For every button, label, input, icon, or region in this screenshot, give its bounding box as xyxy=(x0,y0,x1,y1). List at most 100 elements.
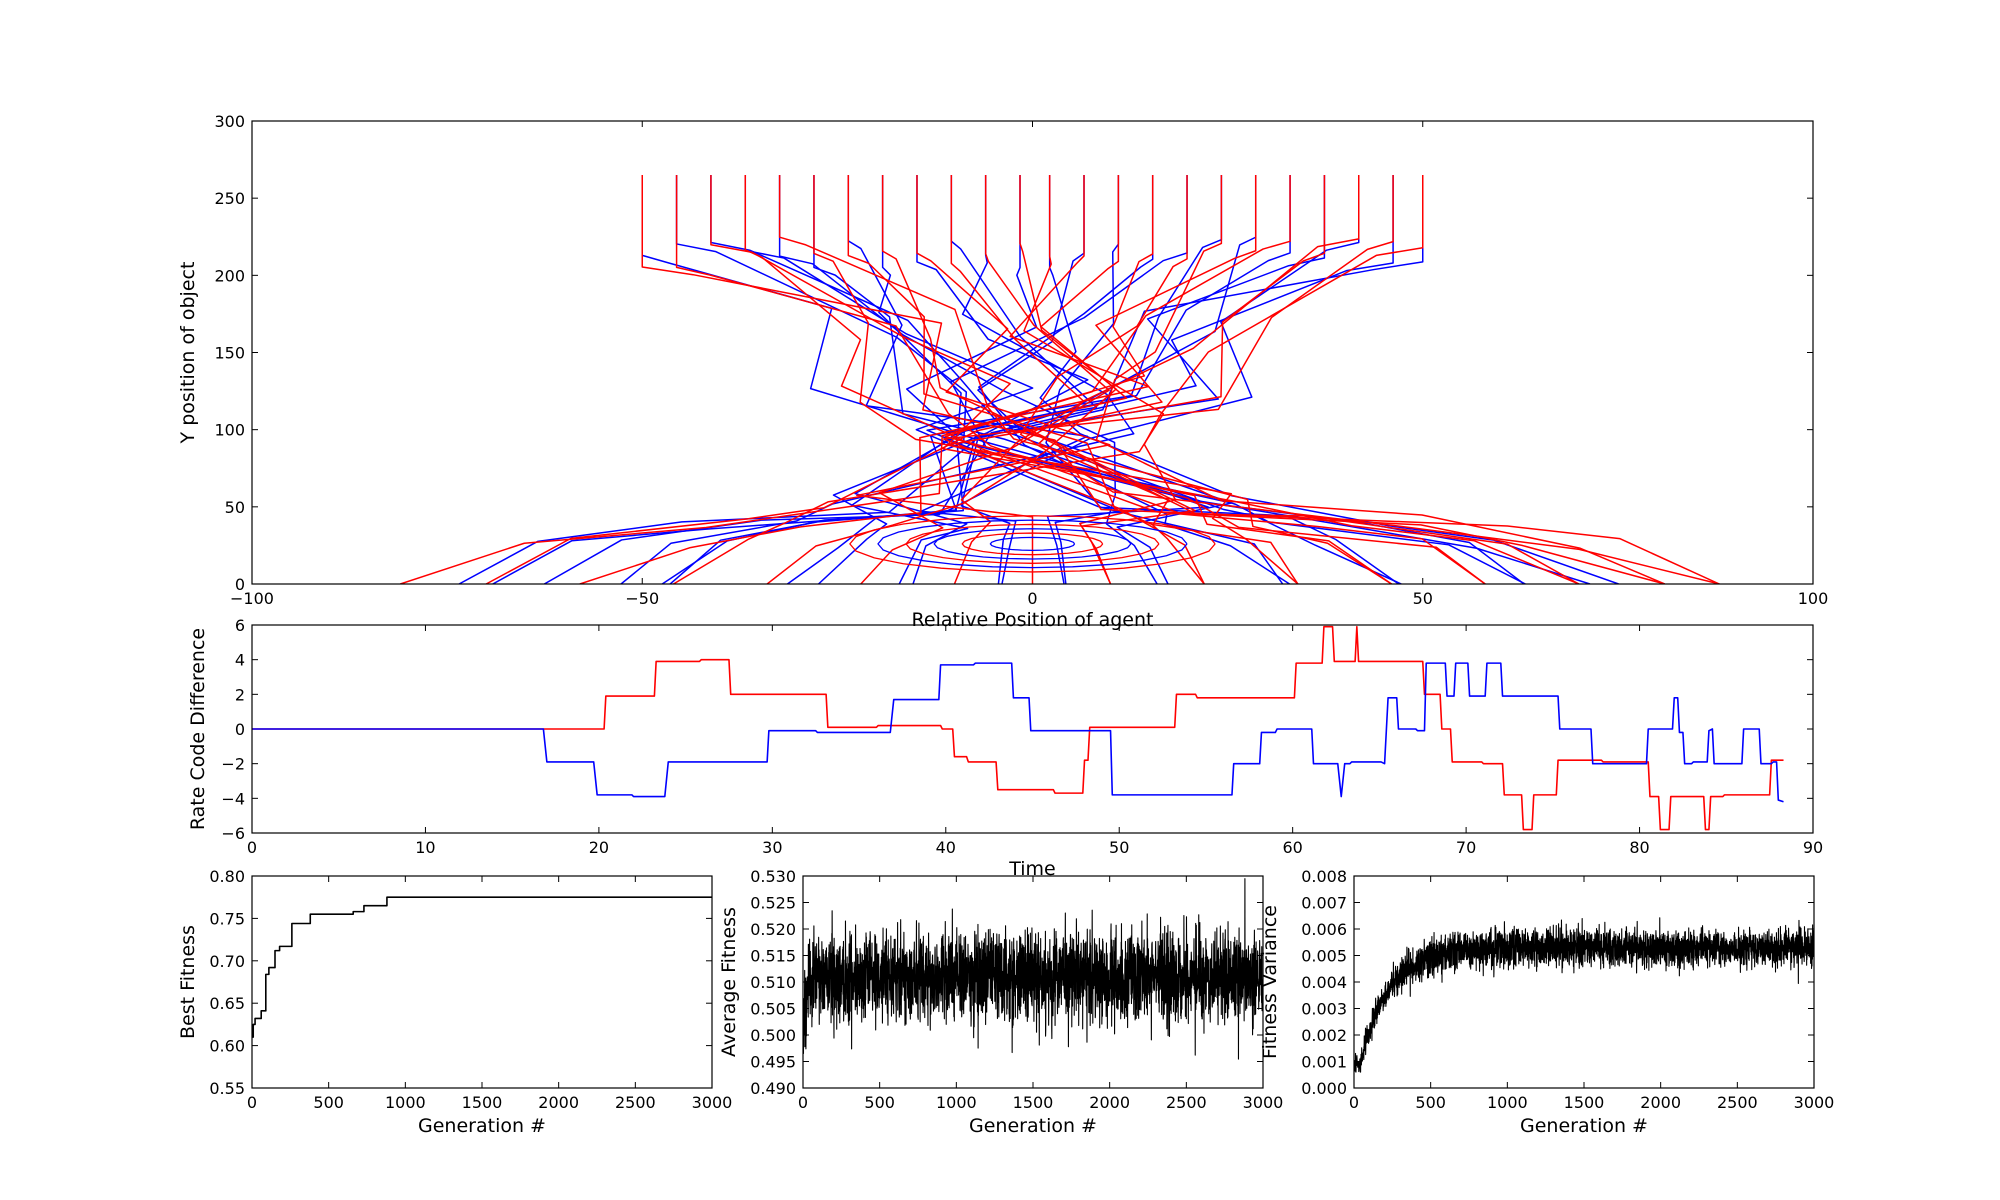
rate-code-line xyxy=(252,625,1784,831)
y-tick-label: 0.60 xyxy=(209,1037,245,1056)
x-tick-label: 50 xyxy=(1109,838,1129,857)
y-tick-label: 0.001 xyxy=(1301,1053,1347,1072)
x-axis-label: Time xyxy=(1008,858,1056,880)
trajectory-series-red xyxy=(400,175,1720,584)
x-tick-label: 2000 xyxy=(538,1093,579,1112)
average-fitness-axes: 0 500 1000 1500 2000 2500 3000 0.490 0.495 0.500 0… xyxy=(718,867,1283,1137)
trajectory-red xyxy=(778,175,1392,584)
x-tick-label: 100 xyxy=(1798,589,1829,608)
trajectories-plot-frame xyxy=(251,120,1814,585)
y-axis-label: Average Fitness xyxy=(718,907,740,1057)
trajectory-loop xyxy=(933,528,1132,560)
x-axis-label: Generation # xyxy=(418,1115,546,1137)
y-tick-label: 0.002 xyxy=(1301,1026,1347,1045)
trajectory-red xyxy=(675,175,1665,584)
y-tick-label: 0.75 xyxy=(209,909,245,928)
x-tick-label: 1500 xyxy=(1564,1093,1605,1112)
y-tick-label: 0.000 xyxy=(1301,1079,1347,1098)
x-tick-label: 2000 xyxy=(1089,1093,1130,1112)
x-tick-label: 20 xyxy=(589,838,609,857)
trajectory-blue xyxy=(675,175,1525,584)
trajectory-red xyxy=(766,175,1117,584)
y-tick-label: 0.006 xyxy=(1301,920,1347,939)
y-tick-label: 0.004 xyxy=(1301,973,1347,992)
best-fitness-line xyxy=(252,896,712,1038)
y-tick-label: 50 xyxy=(225,498,245,517)
best-fitness-axes: 0 500 1000 1500 2000 2500 3000 0.55 0.60 0.65 0.70… xyxy=(177,867,732,1137)
x-tick-label: 2500 xyxy=(1166,1093,1207,1112)
y-tick-label: 0.55 xyxy=(209,1079,245,1098)
x-tick-label: 1500 xyxy=(1013,1093,1054,1112)
x-tick-label: 2000 xyxy=(1640,1093,1681,1112)
y-tick-label: 0 xyxy=(235,575,245,594)
x-tick-label: 1500 xyxy=(462,1093,503,1112)
trajectory-red xyxy=(950,175,1085,584)
average-fitness-plot-frame xyxy=(802,875,1264,1089)
x-tick-label: 50 xyxy=(1413,589,1433,608)
x-axis-label: Generation # xyxy=(1520,1115,1648,1137)
x-tick-label: 0 xyxy=(247,1093,257,1112)
y-tick-label: 0.515 xyxy=(750,947,796,966)
trajectory-blue xyxy=(641,175,1591,584)
trajectory-red xyxy=(1038,175,1360,584)
y-axis-label: Best Fitness xyxy=(177,925,199,1039)
trajectory-blue xyxy=(458,175,1424,584)
y-tick-label: 0.003 xyxy=(1301,1000,1347,1019)
trajectory-red xyxy=(860,175,1110,584)
trajectory-red xyxy=(946,175,1392,584)
x-tick-label: 500 xyxy=(864,1093,895,1112)
y-tick-label: 0 xyxy=(235,720,245,739)
trajectory-red xyxy=(710,175,1580,584)
trajectory-loop xyxy=(849,515,1216,573)
trajectory-blue xyxy=(977,175,1526,584)
x-tick-label: 1000 xyxy=(936,1093,977,1112)
y-tick-label: 0.490 xyxy=(750,1079,796,1098)
x-tick-label: 40 xyxy=(936,838,956,857)
y-tick-label: 6 xyxy=(235,616,245,635)
y-tick-label: 200 xyxy=(214,266,245,285)
fitness-variance-line xyxy=(1354,917,1814,1073)
y-tick-label: 0.525 xyxy=(750,894,796,913)
y-tick-label: 0.520 xyxy=(750,920,796,939)
x-tick-label: 90 xyxy=(1803,838,1823,857)
y-tick-label: 0.530 xyxy=(750,867,796,886)
y-tick-label: 0.510 xyxy=(750,973,796,992)
rate-code-axes: 0 10 20 30 40 50 60 70 80 90 −6 −4 −2 0 2 4 6 Time Rate Co… xyxy=(187,616,1823,880)
trajectory-red xyxy=(400,175,1154,584)
x-tick-label: 80 xyxy=(1629,838,1649,857)
x-tick-label: 0 xyxy=(1349,1093,1359,1112)
y-axis-label: Rate Code Difference xyxy=(187,628,209,830)
x-tick-label: 10 xyxy=(415,838,435,857)
trajectory-blue xyxy=(786,175,1326,584)
trajectory-loop xyxy=(905,523,1160,564)
y-tick-label: 4 xyxy=(235,651,245,670)
y-tick-label: −4 xyxy=(221,789,245,808)
trajectory-red xyxy=(944,175,1486,584)
trajectory-loop xyxy=(989,536,1076,552)
x-tick-label: 3000 xyxy=(1243,1093,1284,1112)
y-axis-label: Y position of object xyxy=(177,262,199,445)
x-tick-label: 2500 xyxy=(1717,1093,1758,1112)
y-tick-label: 0.80 xyxy=(209,867,245,886)
y-axis-label: Fitness Variance xyxy=(1259,905,1281,1059)
trajectory-red xyxy=(641,175,1720,584)
trajectory-red xyxy=(579,175,1150,584)
y-tick-label: 0.505 xyxy=(750,1000,796,1019)
y-tick-label: 250 xyxy=(214,189,245,208)
trajectory-blue xyxy=(813,175,1209,584)
x-axis-label: Generation # xyxy=(969,1115,1097,1137)
y-tick-label: −6 xyxy=(221,824,245,843)
trajectory-blue xyxy=(851,175,969,584)
x-tick-label: 3000 xyxy=(692,1093,733,1112)
trajectory-red xyxy=(485,175,1128,584)
trajectory-blue xyxy=(950,175,1233,584)
trajectory-red xyxy=(744,175,1486,584)
y-tick-label: 0.005 xyxy=(1301,947,1347,966)
x-tick-label: 500 xyxy=(1415,1093,1446,1112)
trajectory-blue xyxy=(710,175,1402,584)
x-tick-label: 70 xyxy=(1456,838,1476,857)
trajectory-series-blue xyxy=(458,175,1619,584)
y-tick-label: 150 xyxy=(214,344,245,363)
x-tick-label: 0 xyxy=(247,838,257,857)
